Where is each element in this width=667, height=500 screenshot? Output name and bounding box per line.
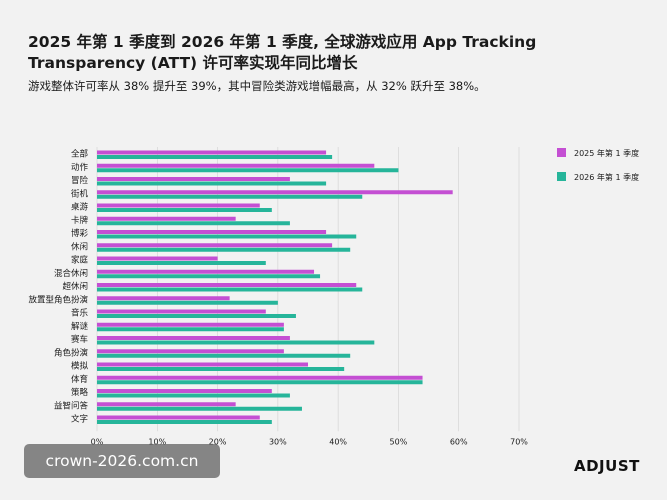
category-label: 赛车 xyxy=(71,334,88,345)
bar-2026-q1 xyxy=(97,261,266,265)
bar-2025-q1 xyxy=(97,296,230,301)
category-label: 家庭 xyxy=(71,255,89,266)
category-label: 混合休闲 xyxy=(54,268,88,279)
bar-2026-q1 xyxy=(97,393,290,398)
bar-2026-q1 xyxy=(97,287,363,292)
legend: 2025 年第 1 季度 2026 年第 1 季度 xyxy=(557,148,639,182)
x-tick-label: 0% xyxy=(91,437,104,446)
x-tick-label: 10% xyxy=(148,437,166,446)
category-label: 街机 xyxy=(71,188,89,199)
bar-2025-q1 xyxy=(97,190,453,195)
category-label: 放置型角色扮演 xyxy=(28,294,88,305)
chart-title: 2025 年第 1 季度到 2026 年第 1 季度, 全球游戏应用 App T… xyxy=(28,33,537,72)
bar-2025-q1 xyxy=(97,402,236,407)
bar-2026-q1 xyxy=(97,353,351,358)
category-label: 角色扮演 xyxy=(54,347,89,358)
bar-2025-q1 xyxy=(97,415,260,420)
bar-2026-q1 xyxy=(97,208,272,212)
legend-label-2025: 2025 年第 1 季度 xyxy=(574,148,639,158)
category-label: 解谜 xyxy=(71,321,89,332)
legend-swatch-2025 xyxy=(557,148,566,157)
category-labels: 全部动作冒险街机桌游卡牌博彩休闲家庭混合休闲超休闲放置型角色扮演音乐解谜赛车角色… xyxy=(28,149,88,425)
bar-2026-q1 xyxy=(97,340,375,345)
bar-2025-q1 xyxy=(97,163,375,168)
bar-2026-q1 xyxy=(97,300,278,305)
x-tick-label: 70% xyxy=(510,437,528,446)
bar-2025-q1 xyxy=(97,283,357,287)
category-label: 卡牌 xyxy=(71,215,89,226)
category-label: 文字 xyxy=(71,414,88,425)
bar-2026-q1 xyxy=(97,380,423,385)
chart-subtitle: 游戏整体许可率从 38% 提升至 39%，其中冒险类游戏增幅最高，从 32% 跃… xyxy=(28,79,486,93)
category-label: 桌游 xyxy=(71,202,89,213)
category-label: 全部 xyxy=(71,149,89,160)
adjust-logo: ADJUST xyxy=(574,457,640,475)
category-label: 模拟 xyxy=(71,361,89,372)
bar-2026-q1 xyxy=(97,314,296,318)
bar-2026-q1 xyxy=(97,234,357,239)
legend-swatch-2026 xyxy=(557,172,566,181)
bar-2025-q1 xyxy=(97,256,218,261)
bar-2025-q1 xyxy=(97,336,290,340)
bar-2026-q1 xyxy=(97,274,321,279)
bar-2026-q1 xyxy=(97,327,284,332)
bar-2026-q1 xyxy=(97,420,272,424)
x-axis-ticks: 0% 10% 20% 30% 40% 50% 60% 70% xyxy=(91,437,529,446)
category-label: 音乐 xyxy=(71,308,89,319)
bar-2025-q1 xyxy=(97,362,308,367)
x-tick-label: 50% xyxy=(390,437,408,446)
category-label: 休闲 xyxy=(71,241,88,252)
bar-2025-q1 xyxy=(97,203,260,208)
bar-2025-q1 xyxy=(97,322,284,327)
bar-2025-q1 xyxy=(97,177,290,181)
x-tick-label: 40% xyxy=(329,437,347,446)
bar-2026-q1 xyxy=(97,181,327,186)
x-tick-label: 20% xyxy=(209,437,227,446)
category-label: 策略 xyxy=(71,387,89,398)
bar-2026-q1 xyxy=(97,247,351,252)
bar-2025-q1 xyxy=(97,216,236,221)
bar-2025-q1 xyxy=(97,375,423,380)
x-tick-label: 60% xyxy=(450,437,468,446)
category-label: 超休闲 xyxy=(62,281,88,292)
bar-2025-q1 xyxy=(97,309,266,314)
bar-2025-q1 xyxy=(97,243,333,248)
bars xyxy=(97,150,453,424)
bar-2026-q1 xyxy=(97,168,399,173)
bar-2026-q1 xyxy=(97,221,290,226)
bar-2025-q1 xyxy=(97,230,327,234)
bar-2026-q1 xyxy=(97,367,345,371)
bar-2026-q1 xyxy=(97,194,363,199)
bar-2025-q1 xyxy=(97,349,284,354)
category-label: 冒险 xyxy=(71,175,89,186)
category-label: 益智问答 xyxy=(54,400,89,411)
category-label: 动作 xyxy=(71,162,89,173)
category-label: 博彩 xyxy=(71,228,89,239)
category-label: 体育 xyxy=(71,374,88,385)
bar-2026-q1 xyxy=(97,155,333,159)
bar-2026-q1 xyxy=(97,406,302,411)
legend-label-2026: 2026 年第 1 季度 xyxy=(574,172,639,182)
bar-2025-q1 xyxy=(97,150,327,155)
bar-2025-q1 xyxy=(97,389,272,393)
bar-2025-q1 xyxy=(97,269,315,274)
x-tick-label: 30% xyxy=(269,437,287,446)
watermark-banner[interactable]: crown-2026.com.cn xyxy=(24,444,220,478)
